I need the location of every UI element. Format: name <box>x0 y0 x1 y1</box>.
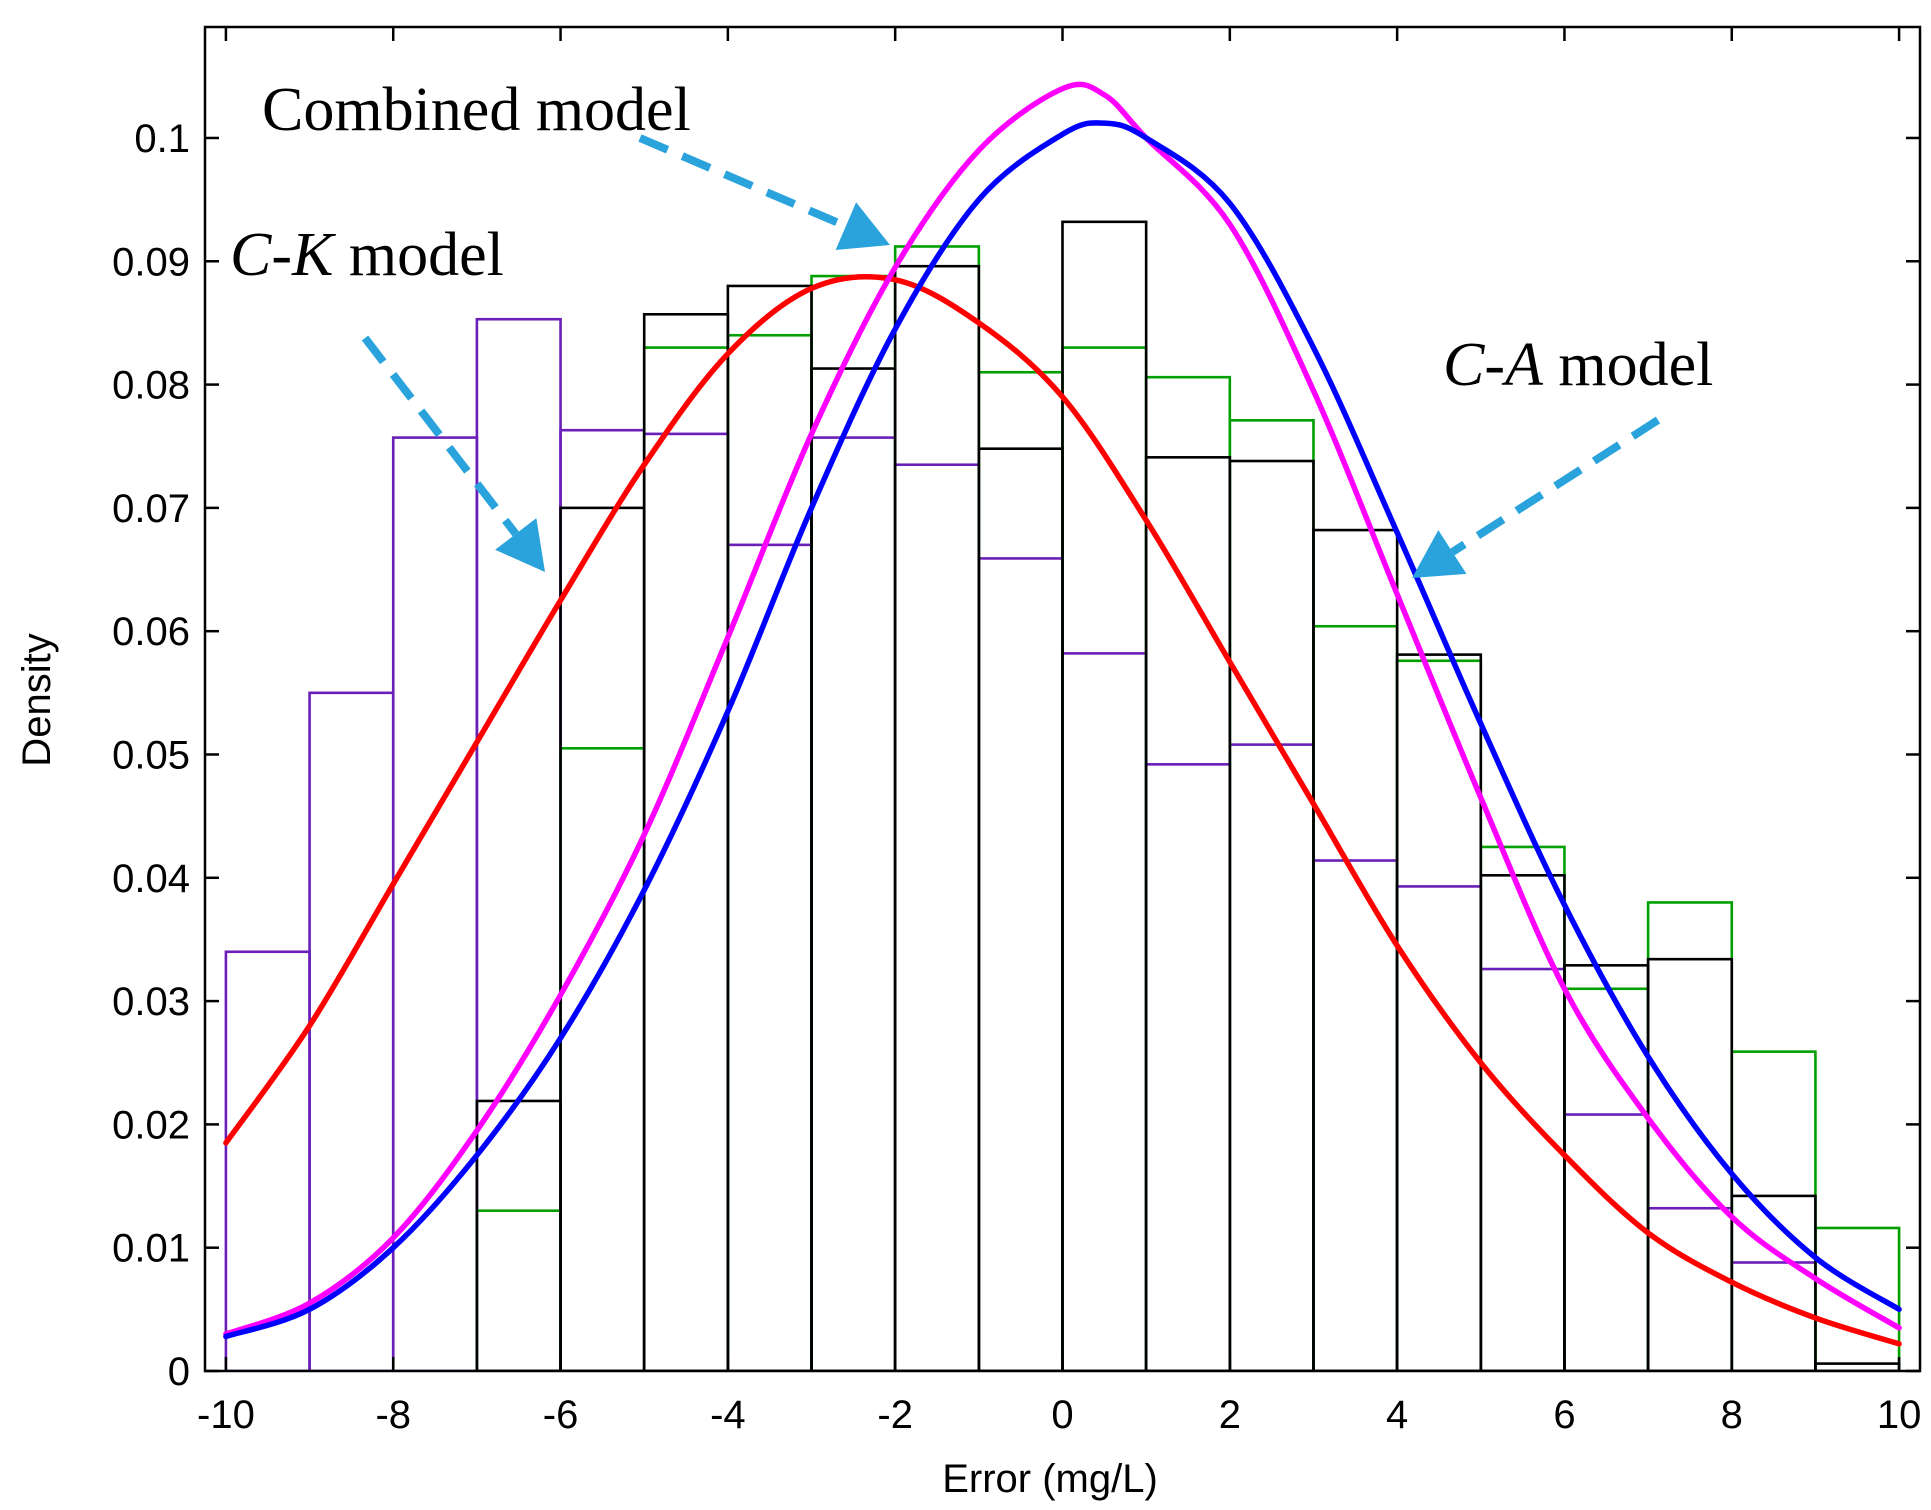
x-tick-label-0: -10 <box>197 1393 255 1437</box>
annotation-ca-model: C-A model <box>1443 331 1713 399</box>
histogram-2-bin-9 <box>977 447 1064 1371</box>
arrow-ck-model-shaft <box>361 335 519 537</box>
y-tick-label-9: 0.09 <box>112 240 190 284</box>
x-tick-label-2: -6 <box>543 1393 579 1437</box>
histogram-1-bin-11 <box>1144 375 1232 1371</box>
histogram-0-bin-5 <box>642 432 730 1371</box>
annotation-combined-model: Combined model <box>262 76 691 144</box>
histogram-2-bin-6 <box>726 284 813 1371</box>
histogram-1-bin-16 <box>1563 987 1650 1371</box>
histogram-1-bin-13 <box>1312 624 1399 1371</box>
y-tick-labels: 0 0.01 0.02 0.03 0.04 0.05 0.06 0.07 0.08 0.09 0.1 <box>112 117 190 1394</box>
histogram-0-bin-14 <box>1395 885 1483 1371</box>
y-axis-label: Density <box>15 633 59 766</box>
histogram-1-bin-6 <box>726 333 813 1371</box>
histogram-0-bin-10 <box>1061 652 1148 1371</box>
y-tick-label-10: 0.1 <box>134 117 190 161</box>
histogram-0-bin-2 <box>391 436 479 1371</box>
histogram-2-bin-15 <box>1479 874 1566 1371</box>
histogram-0-bin-1 <box>308 691 395 1371</box>
y-tick-label-1: 0.01 <box>112 1227 190 1271</box>
y-tick-label-8: 0.08 <box>112 364 190 408</box>
arrow-ca-model-shaft <box>1450 416 1661 556</box>
histogram-0-bin-18 <box>1730 1261 1817 1371</box>
histogram-0-bin-9 <box>977 557 1064 1371</box>
histogram-1-bin-18 <box>1730 1050 1817 1371</box>
x-axis-label: Error (mg/L) <box>942 1457 1158 1501</box>
x-tick-label-7: 4 <box>1386 1393 1408 1437</box>
x-tick-label-10: 10 <box>1877 1393 1922 1437</box>
histogram-0-bin-3 <box>475 317 562 1371</box>
histogram-0-bin-15 <box>1479 967 1566 1371</box>
histogram-1-bin-3 <box>475 1209 562 1371</box>
density-curves-layer <box>223 81 1902 1347</box>
density-curve-2 <box>223 120 1902 1340</box>
histogram-0-bin-16 <box>1563 1113 1650 1371</box>
x-tick-label-6: 2 <box>1219 1393 1241 1437</box>
annotation-ck-italic: C-K <box>230 221 337 289</box>
histogram-2-bin-10 <box>1061 220 1148 1371</box>
arrow-ca-model-head <box>1412 530 1467 578</box>
histogram-0-bin-7 <box>810 436 897 1371</box>
x-tick-label-3: -4 <box>710 1393 746 1437</box>
annotation-ck-model: C-K model <box>230 221 504 289</box>
histogram-1-bin-4 <box>559 747 646 1371</box>
arrow-combined-model-head <box>835 202 890 251</box>
x-tick-label-8: 6 <box>1553 1393 1575 1437</box>
y-tick-label-0: 0 <box>168 1350 190 1394</box>
x-tick-labels: -10 -8 -6 -4 -2 0 2 4 6 8 10 <box>197 1393 1921 1437</box>
histogram-1-bin-7 <box>810 274 897 1371</box>
density-curve-0 <box>223 274 1902 1347</box>
histogram-2-bin-5 <box>642 312 730 1371</box>
annotation-arrows <box>361 134 1661 578</box>
histogram-2-bin-13 <box>1312 528 1399 1371</box>
histogram-2-bin-8 <box>893 264 981 1371</box>
histogram-2-bin-7 <box>810 367 897 1371</box>
axis-ticks <box>205 27 1920 1373</box>
x-tick-label-9: 8 <box>1721 1393 1743 1437</box>
histogram-1-bin-9 <box>977 370 1064 1371</box>
y-tick-label-7: 0.07 <box>112 487 190 531</box>
histogram-0-bin-17 <box>1646 1206 1734 1371</box>
histogram-1-bin-12 <box>1228 419 1315 1371</box>
y-tick-label-2: 0.02 <box>112 1103 190 1147</box>
x-tick-label-5: 0 <box>1051 1393 1073 1437</box>
annotation-ck-rest: model <box>333 221 503 289</box>
density-curve-1 <box>223 81 1902 1337</box>
histogram-2-bin-17 <box>1646 957 1734 1371</box>
y-tick-label-3: 0.03 <box>112 980 190 1024</box>
y-tick-label-4: 0.04 <box>112 857 190 901</box>
histogram-0-bin-13 <box>1312 859 1399 1371</box>
arrow-combined-model-shaft <box>638 134 848 230</box>
y-tick-label-6: 0.06 <box>112 610 190 654</box>
histogram-0-bin-6 <box>726 543 813 1371</box>
histogram-1-bin-8 <box>893 245 981 1371</box>
y-tick-label-5: 0.05 <box>112 733 190 777</box>
histogram-2-bin-12 <box>1228 459 1315 1371</box>
histogram-0-bin-12 <box>1228 743 1315 1371</box>
histogram-2-bin-4 <box>559 506 646 1371</box>
annotation-ca-italic: C-A <box>1443 331 1544 399</box>
histogram-0-bin-4 <box>559 428 646 1371</box>
x-tick-label-1: -8 <box>375 1393 411 1437</box>
annotation-ca-rest: model <box>1543 331 1713 399</box>
arrow-ck-model-head <box>495 518 545 572</box>
x-tick-label-4: -2 <box>877 1393 913 1437</box>
histogram-0-bin-8 <box>893 463 981 1371</box>
histogram-0-bin-11 <box>1144 763 1232 1371</box>
